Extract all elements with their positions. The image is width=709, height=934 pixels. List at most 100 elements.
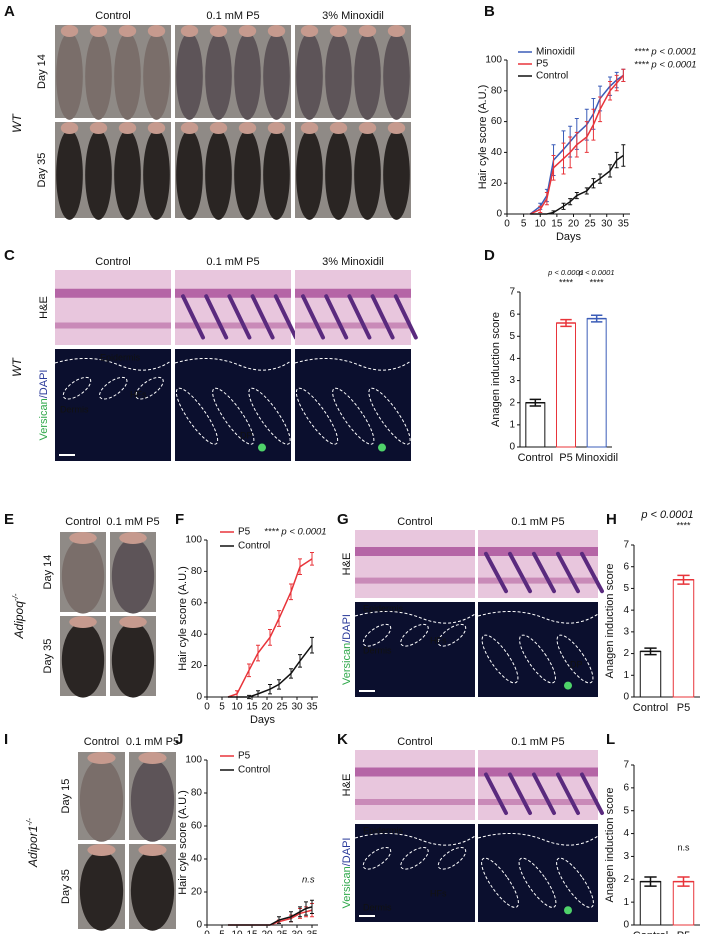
significance: **** [590, 277, 605, 287]
column-header: Control [84, 736, 119, 748]
row-label: Day 14 [42, 555, 54, 590]
follicle [393, 294, 418, 340]
mouse [296, 129, 323, 220]
epidermis [478, 547, 598, 556]
y-tick-label: 0 [496, 209, 502, 220]
column-header: Control [95, 256, 130, 268]
follicle-outline [368, 387, 411, 445]
x-tick-label: P5 [677, 702, 690, 714]
mouse-ear [119, 616, 147, 628]
x-tick-label: 20 [261, 702, 273, 713]
mouse [79, 850, 124, 931]
column-header: 0.1 mM P5 [206, 256, 259, 268]
x-tick-label: Minoxidil [575, 452, 618, 464]
y-tick-label: 1 [623, 670, 629, 681]
annotation: n.s [302, 875, 315, 886]
genotype-sup: -/- [11, 593, 20, 601]
epidermis-outline [54, 357, 172, 371]
mouse-ear [238, 25, 257, 37]
y-tick-label: 5 [623, 583, 629, 594]
dermal-papilla [378, 443, 386, 452]
mouse [296, 32, 323, 120]
mouse [114, 32, 141, 120]
y-tick-label: 7 [623, 540, 629, 551]
column-header: 0.1 mM P5 [511, 516, 564, 528]
x-tick-label: 5 [219, 702, 225, 713]
follicle [324, 294, 349, 340]
follicle-outline [99, 376, 128, 400]
dermal-papilla [564, 681, 572, 690]
mouse-ear [118, 25, 137, 37]
epidermis [478, 767, 598, 777]
stain-blue: /DAPI [341, 838, 353, 867]
follicle [227, 294, 252, 340]
mouse [79, 759, 124, 842]
row-label: Day 35 [60, 869, 72, 904]
y-tick-label: 0 [509, 442, 515, 453]
bar [672, 881, 695, 926]
region-label: HFs [130, 389, 147, 399]
error-bar [673, 876, 694, 887]
dermis-band [55, 322, 171, 329]
mouse-ear [69, 532, 97, 544]
follicle-outline [135, 376, 164, 400]
dermis-band [478, 577, 598, 584]
mouse [263, 32, 290, 120]
genotype: WT [10, 113, 24, 133]
bar [586, 318, 607, 448]
follicle [484, 772, 508, 815]
mouse [383, 32, 410, 120]
y-tick-label: 100 [185, 755, 202, 766]
x-tick-label: 10 [231, 702, 243, 713]
y-tick-label: 40 [491, 147, 503, 158]
series-line [529, 74, 624, 215]
x-tick-label: Control [633, 702, 668, 714]
row-label: Day 15 [60, 779, 72, 814]
y-tick-label: 4 [623, 605, 629, 616]
stain-blue: /DAPI [38, 370, 50, 399]
error-bar [673, 574, 694, 585]
follicle [580, 551, 604, 594]
mouse [111, 538, 155, 614]
y-tick-label: 7 [623, 760, 629, 771]
mouse [325, 129, 352, 220]
legend-label: Control [536, 71, 568, 82]
y-tick-label: 6 [623, 561, 629, 572]
y-tick-label: 5 [623, 805, 629, 816]
y-tick-label: 40 [191, 629, 203, 640]
follicle [250, 294, 275, 340]
x-tick-label: 30 [291, 702, 303, 713]
versican-stain [355, 824, 475, 922]
legend-label: Control [238, 541, 270, 552]
y-tick-label: 100 [185, 535, 202, 546]
y-tick-label: 80 [191, 566, 203, 577]
column-header: 0.1 mM P5 [206, 10, 259, 22]
mouse [143, 129, 170, 220]
y-tick-label: 6 [509, 309, 515, 320]
mouse [56, 32, 83, 120]
x-tick-label: 30 [291, 930, 303, 934]
follicle-outline [400, 623, 429, 647]
error-bar [556, 318, 576, 328]
genotype-name: Adipor1 [26, 826, 40, 868]
x-tick-label: 30 [601, 219, 613, 230]
column-header: 0.1 mM P5 [106, 516, 159, 528]
bar [639, 650, 662, 698]
mouse [234, 32, 261, 120]
follicle-outline [556, 634, 594, 684]
epidermis-outline [294, 357, 412, 371]
region-label: Epidermis [363, 825, 404, 835]
mouse [383, 129, 410, 220]
epidermis [55, 288, 171, 298]
x-tick-label: 15 [246, 702, 258, 713]
follicle [273, 294, 298, 340]
mouse-ear [209, 25, 228, 37]
panel-letter: K [337, 731, 348, 748]
epidermis-outline [174, 357, 292, 371]
mouse [205, 32, 232, 120]
follicle-outline [332, 387, 375, 445]
dermis-band [478, 799, 598, 805]
mouse [85, 32, 112, 120]
mouse-ear [138, 752, 167, 764]
